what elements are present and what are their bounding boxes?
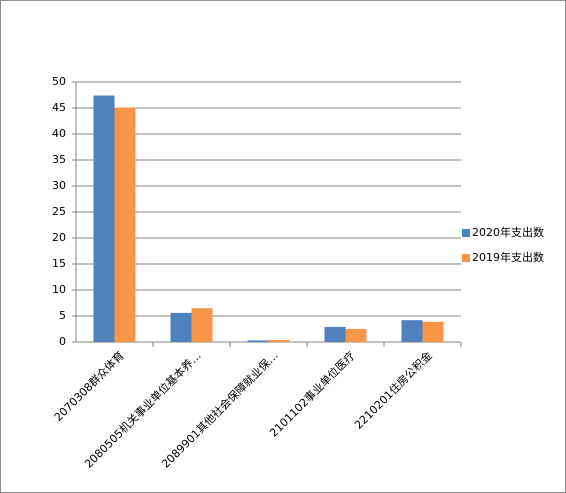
y-tick-label: 50: [52, 75, 66, 88]
y-tick-label: 20: [52, 231, 66, 244]
y-tick-label: 25: [52, 205, 66, 218]
y-tick-label: 45: [52, 101, 66, 114]
bar: [191, 308, 213, 342]
bar: [247, 340, 269, 342]
legend-swatch: [462, 254, 470, 262]
y-tick-label: 5: [59, 309, 66, 322]
bar: [422, 321, 444, 342]
y-tick-label: 30: [52, 179, 66, 192]
bar: [401, 320, 423, 342]
y-tick-label: 15: [52, 257, 66, 270]
bar: [170, 312, 192, 342]
bar: [114, 107, 136, 342]
legend-label: 2019年支出数: [472, 250, 544, 264]
legend-label: 2020年支出数: [472, 225, 544, 239]
y-tick-label: 40: [52, 127, 66, 140]
bar: [324, 326, 346, 342]
bar: [345, 329, 367, 342]
y-tick-label: 0: [59, 335, 66, 348]
bar: [93, 95, 115, 343]
legend-swatch: [462, 229, 470, 237]
y-tick-label: 10: [52, 283, 66, 296]
y-tick-label: 35: [52, 153, 66, 166]
bar: [268, 339, 290, 342]
